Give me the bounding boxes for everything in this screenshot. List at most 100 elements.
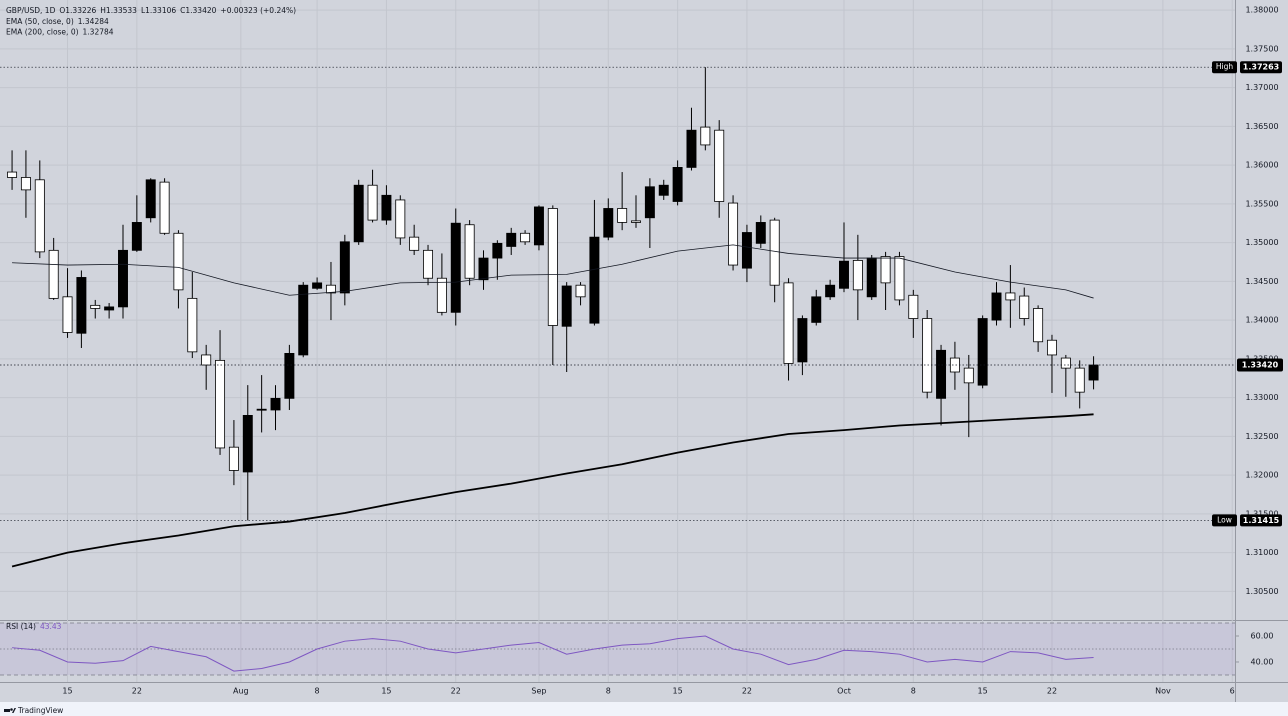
ohlc-value: O1.33226 <box>59 6 96 15</box>
candle-body <box>728 202 739 266</box>
candle-body <box>450 222 461 313</box>
legend-value: 1.32784 <box>83 28 114 37</box>
candle-body <box>561 285 572 327</box>
candle-body <box>76 277 87 334</box>
low-value-box <box>1240 514 1282 527</box>
y-tick-label: 1.34500 <box>1245 277 1278 286</box>
candle-body <box>644 186 655 219</box>
candle-body <box>589 236 600 324</box>
candle-body <box>312 282 323 289</box>
candle-body <box>215 359 226 449</box>
candle-body <box>228 446 239 471</box>
candle-body <box>367 184 378 221</box>
x-tick-label: 22 <box>742 687 752 696</box>
legend-value: 1.34284 <box>78 17 109 26</box>
last-price-label: 1.33420 <box>1242 361 1279 370</box>
y-tick-label: 1.36500 <box>1245 122 1278 131</box>
candle-body <box>658 184 669 196</box>
high-tag-label: High <box>1216 62 1233 71</box>
candle-body <box>741 232 752 269</box>
high-tag <box>1212 61 1237 74</box>
candle-body <box>159 181 170 234</box>
candle-body <box>1033 308 1044 343</box>
legend-entry: EMA (50, close, 0) 1.34284 <box>6 17 109 26</box>
candle-body <box>104 306 115 311</box>
candle-body <box>575 284 586 298</box>
x-tick-label: Nov <box>1155 687 1171 696</box>
x-tick-label: 6 <box>1230 687 1235 696</box>
candle-body <box>520 232 531 243</box>
footer-bar <box>0 702 1288 716</box>
x-tick-label: 15 <box>673 687 683 696</box>
grid <box>0 0 1235 682</box>
candle-body <box>381 194 392 221</box>
candle-body <box>977 318 988 386</box>
logo-icon <box>4 709 10 712</box>
candle-body <box>866 257 877 298</box>
candle-body <box>922 318 933 393</box>
high-value: 1.37263 <box>1243 63 1279 72</box>
rsi-legend: RSI (14) 43.43 <box>6 622 62 631</box>
candle-body <box>991 292 1002 321</box>
ohlc-value: C1.33420 <box>180 6 216 15</box>
candle-body <box>353 184 364 243</box>
x-tick-label: 22 <box>1047 687 1057 696</box>
rsi-tick-label: 40.00 <box>1251 657 1274 666</box>
candle-body <box>145 179 156 219</box>
rsi-title: RSI (14) <box>6 622 36 631</box>
x-tick-label: 22 <box>132 687 142 696</box>
candle-body <box>7 171 18 178</box>
candle-body <box>894 256 905 301</box>
candle-body <box>908 294 919 319</box>
y-tick-label: 1.31500 <box>1245 509 1278 518</box>
y-tick-label: 1.34000 <box>1245 316 1278 325</box>
y-tick-label: 1.30500 <box>1245 587 1278 596</box>
candle-body <box>839 260 849 289</box>
candle-body <box>20 177 31 191</box>
y-tick-label: 1.37000 <box>1245 83 1278 92</box>
candle-body <box>1046 339 1057 356</box>
candle-body <box>547 208 558 326</box>
candle-body <box>48 249 59 299</box>
y-tick-label: 1.32000 <box>1245 471 1278 480</box>
x-tick-label: Oct <box>837 687 851 696</box>
x-tick-label: Sep <box>531 687 546 696</box>
candle-body <box>963 367 974 384</box>
candle-body <box>409 236 420 251</box>
candle-body <box>755 222 766 244</box>
ema-line <box>11 413 1094 568</box>
brand: TradingView <box>17 706 63 715</box>
candle-body <box>852 259 863 291</box>
candle-body <box>603 208 614 238</box>
candle-body <box>936 349 947 399</box>
candle-body <box>1088 364 1099 381</box>
candle-body <box>423 249 434 279</box>
logo-icon <box>10 708 13 711</box>
candle-body <box>131 222 142 251</box>
candle-body <box>118 249 128 308</box>
candle-body <box>478 257 489 281</box>
rsi-line <box>12 635 1094 672</box>
candle-body <box>201 354 212 366</box>
candle-body <box>436 277 447 313</box>
candle-body <box>62 296 73 333</box>
candle-body <box>797 318 808 363</box>
last-price-box <box>1237 358 1283 372</box>
candle-body <box>492 242 503 259</box>
candle-body <box>187 297 198 353</box>
candle-body <box>506 232 517 247</box>
candle-body <box>949 357 960 373</box>
candle-body <box>1005 292 1016 301</box>
low-value: 1.31415 <box>1243 516 1280 525</box>
candle-body <box>325 284 336 294</box>
rsi-tick-label: 60.00 <box>1251 631 1274 640</box>
ema-line <box>12 244 1094 299</box>
legend-entry: EMA (200, close, 0) 1.32784 <box>6 28 114 37</box>
y-tick-label: 1.37500 <box>1245 44 1278 53</box>
candle-body <box>825 284 836 298</box>
candle-body <box>1019 295 1030 319</box>
candle-body <box>783 282 794 364</box>
low-tag-label: Low <box>1217 515 1232 524</box>
tradingview-logo: TradingView <box>4 706 63 715</box>
